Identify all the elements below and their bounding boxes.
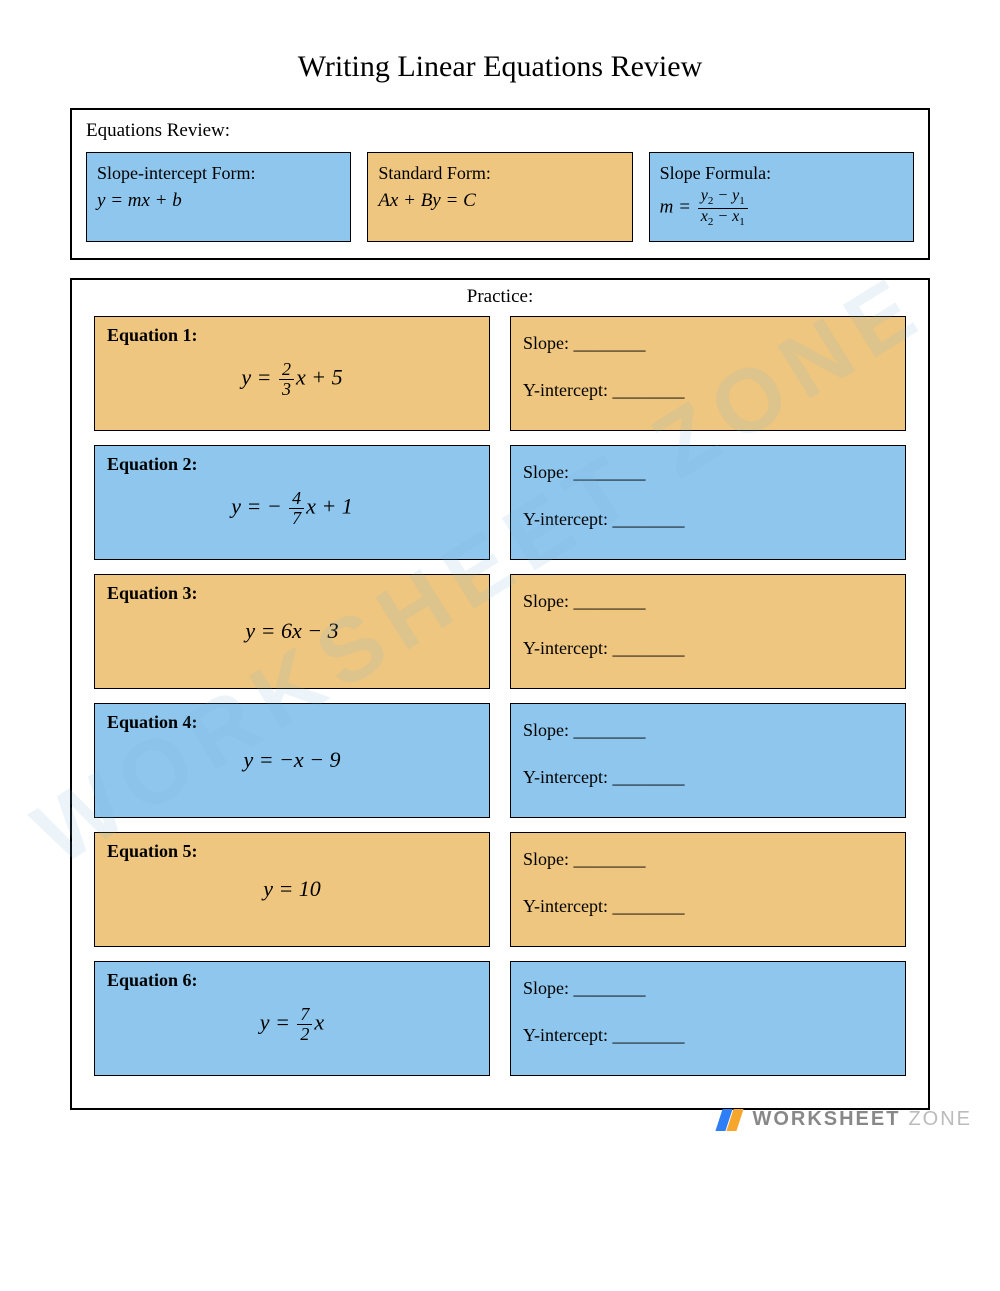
formula-title: Slope Formula: xyxy=(660,161,903,186)
formula-card: Slope Formula:m = y2 − y1x2 − x1 xyxy=(649,152,914,242)
footer-brand-text: WORKSHEET xyxy=(752,1108,900,1131)
practice-heading: Practice: xyxy=(94,286,906,308)
practice-row: Equation 6: y = 72x Slope: ________ Y-inter… xyxy=(94,961,906,1076)
formula-body: y = mx + b xyxy=(97,188,340,215)
equation-card: Equation 5: y = 10 xyxy=(94,832,490,947)
answer-card: Slope: ________ Y-intercept: ________ xyxy=(510,832,906,947)
equation-label: Equation 5: xyxy=(107,841,477,862)
equation-label: Equation 6: xyxy=(107,970,477,991)
equation-body: y = 6x − 3 xyxy=(107,618,477,644)
practice-list: Equation 1: y = 23x + 5 Slope: ________ Y-i… xyxy=(94,316,906,1076)
formula-body: Ax + By = C xyxy=(378,188,621,215)
equation-card: Equation 4: y = −x − 9 xyxy=(94,703,490,818)
worksheet-page: Writing Linear Equations Review Equation… xyxy=(0,0,1000,1140)
practice-row: Equation 2: y = − 47x + 1 Slope: ________ Y… xyxy=(94,445,906,560)
yintercept-blank[interactable]: Y-intercept: ________ xyxy=(523,767,893,788)
answer-card: Slope: ________ Y-intercept: ________ xyxy=(510,961,906,1076)
answer-card: Slope: ________ Y-intercept: ________ xyxy=(510,316,906,431)
review-heading: Equations Review: xyxy=(86,120,914,142)
slope-blank[interactable]: Slope: ________ xyxy=(523,333,893,354)
equation-label: Equation 4: xyxy=(107,712,477,733)
formula-row: Slope-intercept Form:y = mx + bStandard … xyxy=(86,152,914,242)
practice-box: Practice: Equation 1: y = 23x + 5 Slope: _… xyxy=(70,278,930,1110)
slope-blank[interactable]: Slope: ________ xyxy=(523,591,893,612)
slope-blank[interactable]: Slope: ________ xyxy=(523,978,893,999)
formula-body: m = y2 − y1x2 − x1 xyxy=(660,188,903,228)
slope-blank[interactable]: Slope: ________ xyxy=(523,462,893,483)
formula-card: Slope-intercept Form:y = mx + b xyxy=(86,152,351,242)
practice-row: Equation 3: y = 6x − 3 Slope: ________ Y-in… xyxy=(94,574,906,689)
practice-row: Equation 5: y = 10 Slope: ________ Y-interc… xyxy=(94,832,906,947)
practice-row: Equation 4: y = −x − 9 Slope: ________ Y-in… xyxy=(94,703,906,818)
equation-body: y = 10 xyxy=(107,876,477,902)
yintercept-blank[interactable]: Y-intercept: ________ xyxy=(523,380,893,401)
equation-label: Equation 3: xyxy=(107,583,477,604)
answer-card: Slope: ________ Y-intercept: ________ xyxy=(510,574,906,689)
yintercept-blank[interactable]: Y-intercept: ________ xyxy=(523,1025,893,1046)
slope-blank[interactable]: Slope: ________ xyxy=(523,720,893,741)
formula-title: Standard Form: xyxy=(378,161,621,186)
answer-card: Slope: ________ Y-intercept: ________ xyxy=(510,703,906,818)
page-title: Writing Linear Equations Review xyxy=(70,50,930,84)
practice-row: Equation 1: y = 23x + 5 Slope: ________ Y-i… xyxy=(94,316,906,431)
slope-blank[interactable]: Slope: ________ xyxy=(523,849,893,870)
equations-review-box: Equations Review: Slope-intercept Form:y… xyxy=(70,108,930,260)
equation-body: y = −x − 9 xyxy=(107,747,477,773)
yintercept-blank[interactable]: Y-intercept: ________ xyxy=(523,638,893,659)
equation-body: y = 23x + 5 xyxy=(107,360,477,399)
footer-zone-text: ZONE xyxy=(908,1108,972,1131)
equation-card: Equation 2: y = − 47x + 1 xyxy=(94,445,490,560)
equation-body: y = 72x xyxy=(107,1005,477,1044)
formula-card: Standard Form:Ax + By = C xyxy=(367,152,632,242)
equation-body: y = − 47x + 1 xyxy=(107,489,477,528)
formula-title: Slope-intercept Form: xyxy=(97,161,340,186)
answer-card: Slope: ________ Y-intercept: ________ xyxy=(510,445,906,560)
yintercept-blank[interactable]: Y-intercept: ________ xyxy=(523,509,893,530)
equation-label: Equation 2: xyxy=(107,454,477,475)
equation-label: Equation 1: xyxy=(107,325,477,346)
footer-brand: WORKSHEET ZONE xyxy=(716,1106,972,1134)
yintercept-blank[interactable]: Y-intercept: ________ xyxy=(523,896,893,917)
equation-card: Equation 6: y = 72x xyxy=(94,961,490,1076)
equation-card: Equation 1: y = 23x + 5 xyxy=(94,316,490,431)
equation-card: Equation 3: y = 6x − 3 xyxy=(94,574,490,689)
brand-logo-icon xyxy=(716,1106,744,1134)
